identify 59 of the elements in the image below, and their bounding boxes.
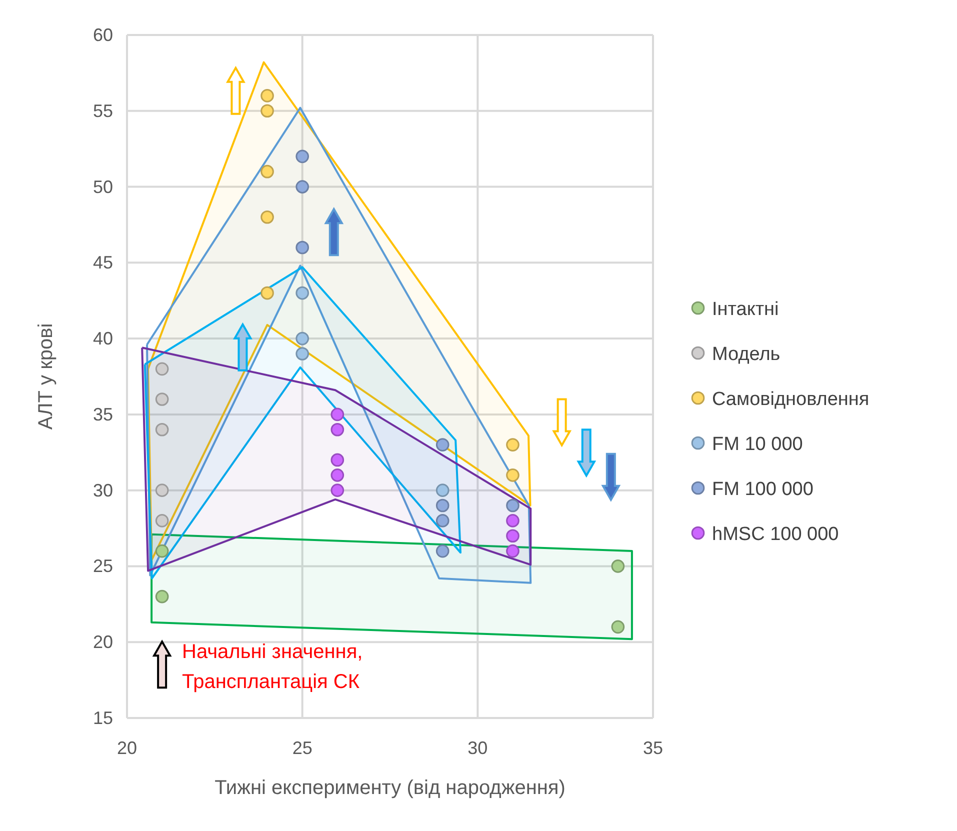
- x-tick-label: 20: [116, 738, 138, 758]
- annotation: Начальні значення, Трансплантація СК: [182, 641, 363, 693]
- point: [296, 240, 309, 254]
- point: [436, 438, 450, 452]
- point: [436, 498, 450, 512]
- point: [506, 468, 520, 482]
- point: [296, 180, 309, 194]
- point: [155, 590, 169, 604]
- y-tick-label: 40: [92, 328, 113, 349]
- x-tick-label: 25: [292, 738, 312, 758]
- point: [260, 210, 274, 224]
- y-tick-label: 30: [92, 480, 113, 500]
- point: [436, 544, 450, 558]
- legend-label: hMSC 100 000: [712, 524, 839, 545]
- y-tick-label: 45: [92, 252, 113, 273]
- y-axis-title: АЛТ у крові: [35, 323, 57, 430]
- y-tick-label: 50: [92, 176, 113, 197]
- point: [506, 438, 520, 452]
- y-tick-label: 35: [92, 404, 113, 424]
- point: [155, 544, 169, 558]
- legend-label: FM 10 000: [712, 434, 803, 455]
- y-tick-label: 60: [92, 25, 113, 45]
- point: [155, 514, 169, 528]
- x-axis-title: Тижні експерименту (від народження): [214, 777, 566, 799]
- x-tick-label: 35: [642, 738, 664, 758]
- point: [260, 286, 274, 300]
- point: [296, 150, 309, 164]
- y-tick-label: 15: [92, 708, 113, 728]
- legend-label: Самовідновлення: [712, 389, 870, 410]
- point: [611, 560, 625, 573]
- point: [506, 529, 520, 543]
- point: [330, 408, 344, 422]
- legend-label: FM 100 000: [712, 479, 814, 500]
- point: [155, 484, 169, 497]
- point: [296, 332, 309, 346]
- point: [296, 286, 309, 300]
- point: [506, 544, 520, 558]
- point: [330, 484, 344, 497]
- point: [506, 514, 520, 528]
- point: [260, 89, 274, 102]
- point: [506, 498, 520, 512]
- point: [611, 620, 625, 634]
- point: [260, 164, 274, 178]
- point: [155, 362, 169, 376]
- point: [330, 453, 344, 467]
- point: [330, 468, 344, 482]
- point: [155, 422, 169, 436]
- y-tick-label: 55: [92, 100, 113, 121]
- point: [330, 422, 344, 436]
- x-tick-label: 30: [468, 738, 488, 758]
- point: [436, 514, 450, 528]
- point: [155, 392, 169, 406]
- point: [436, 484, 450, 497]
- point: [260, 104, 274, 118]
- legend-label: Модель: [712, 344, 780, 365]
- point: [296, 347, 309, 360]
- legend-label: Інтактні: [712, 299, 779, 320]
- y-tick-label: 20: [92, 632, 113, 652]
- y-tick-label: 25: [92, 556, 113, 576]
